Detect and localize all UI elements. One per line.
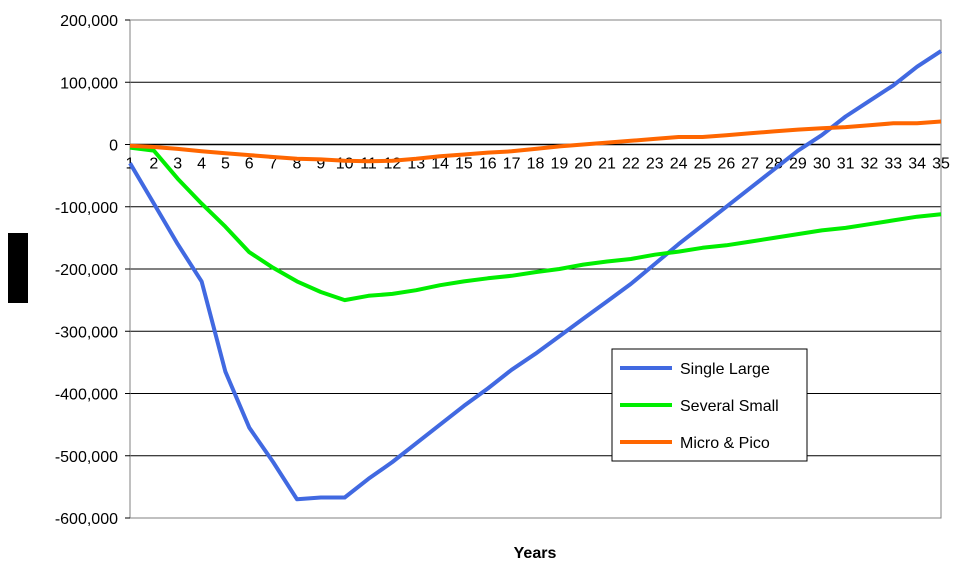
y-tick-label: -300,000: [55, 324, 118, 341]
y-tick-label: -200,000: [55, 262, 118, 279]
legend-label: Several Small: [680, 398, 779, 415]
y-tick-label: -100,000: [55, 200, 118, 217]
x-tick-label: 2: [149, 156, 158, 173]
x-tick-label: 27: [741, 156, 759, 173]
y-tick-label: -500,000: [55, 449, 118, 466]
x-tick-label: 25: [694, 156, 712, 173]
x-tick-label: 12: [383, 156, 401, 173]
x-tick-label: 34: [908, 156, 926, 173]
x-tick-label: 33: [884, 156, 902, 173]
y-tick-label: 100,000: [60, 75, 118, 92]
legend-label: Single Large: [680, 361, 770, 378]
x-axis-ticks: 1 2 3 4 5 6 7 8 9 10 11 12 13 14 15 16 17 18 19 20 21 22 23 24 2…: [126, 156, 950, 173]
x-tick-label: 30: [813, 156, 831, 173]
x-tick-label: 8: [293, 156, 302, 173]
y-tick-label: 0: [109, 138, 118, 155]
x-tick-label: 16: [479, 156, 497, 173]
y-tick-label: -400,000: [55, 387, 118, 404]
y-tick-label: 200,000: [60, 13, 118, 30]
x-tick-label: 20: [574, 156, 592, 173]
x-tick-label: 29: [789, 156, 807, 173]
x-tick-label: 15: [455, 156, 473, 173]
x-tick-label: 22: [622, 156, 640, 173]
x-tick-label: 21: [598, 156, 616, 173]
series-line: [128, 49, 943, 502]
legend: Single Large Several Small Micro & Pico: [611, 348, 808, 462]
x-tick-label: 9: [316, 156, 325, 173]
x-tick-label: 6: [245, 156, 254, 173]
series-lines: [128, 49, 943, 502]
gridlines: [130, 19, 941, 519]
x-tick-label: 3: [173, 156, 182, 173]
x-axis-title: Years: [514, 545, 557, 562]
x-tick-label: 32: [861, 156, 879, 173]
x-tick-label: 7: [269, 156, 278, 173]
x-tick-label: 11: [360, 156, 377, 173]
x-tick-label: 10: [336, 156, 354, 173]
y-tick-label: -600,000: [55, 511, 118, 528]
x-tick-label: 18: [527, 156, 545, 173]
series-line: [129, 145, 942, 303]
y-axis-ticks: 200,000 100,000 0 -100,000 -200,000 -300,000 -…: [55, 13, 130, 528]
x-tick-label: 19: [550, 156, 568, 173]
y-axis-label-box: [8, 233, 28, 303]
x-tick-label: 14: [431, 156, 449, 173]
legend-label: Micro & Pico: [680, 435, 770, 452]
x-tick-label: 26: [717, 156, 735, 173]
x-tick-label: 5: [221, 156, 230, 173]
x-tick-label: 31: [837, 156, 855, 173]
x-tick-label: 4: [197, 156, 206, 173]
x-tick-label: 24: [670, 156, 688, 173]
series-line: [129, 119, 942, 164]
x-tick-label: 35: [932, 156, 950, 173]
x-tick-label: 23: [646, 156, 664, 173]
x-tick-label: 17: [503, 156, 521, 173]
